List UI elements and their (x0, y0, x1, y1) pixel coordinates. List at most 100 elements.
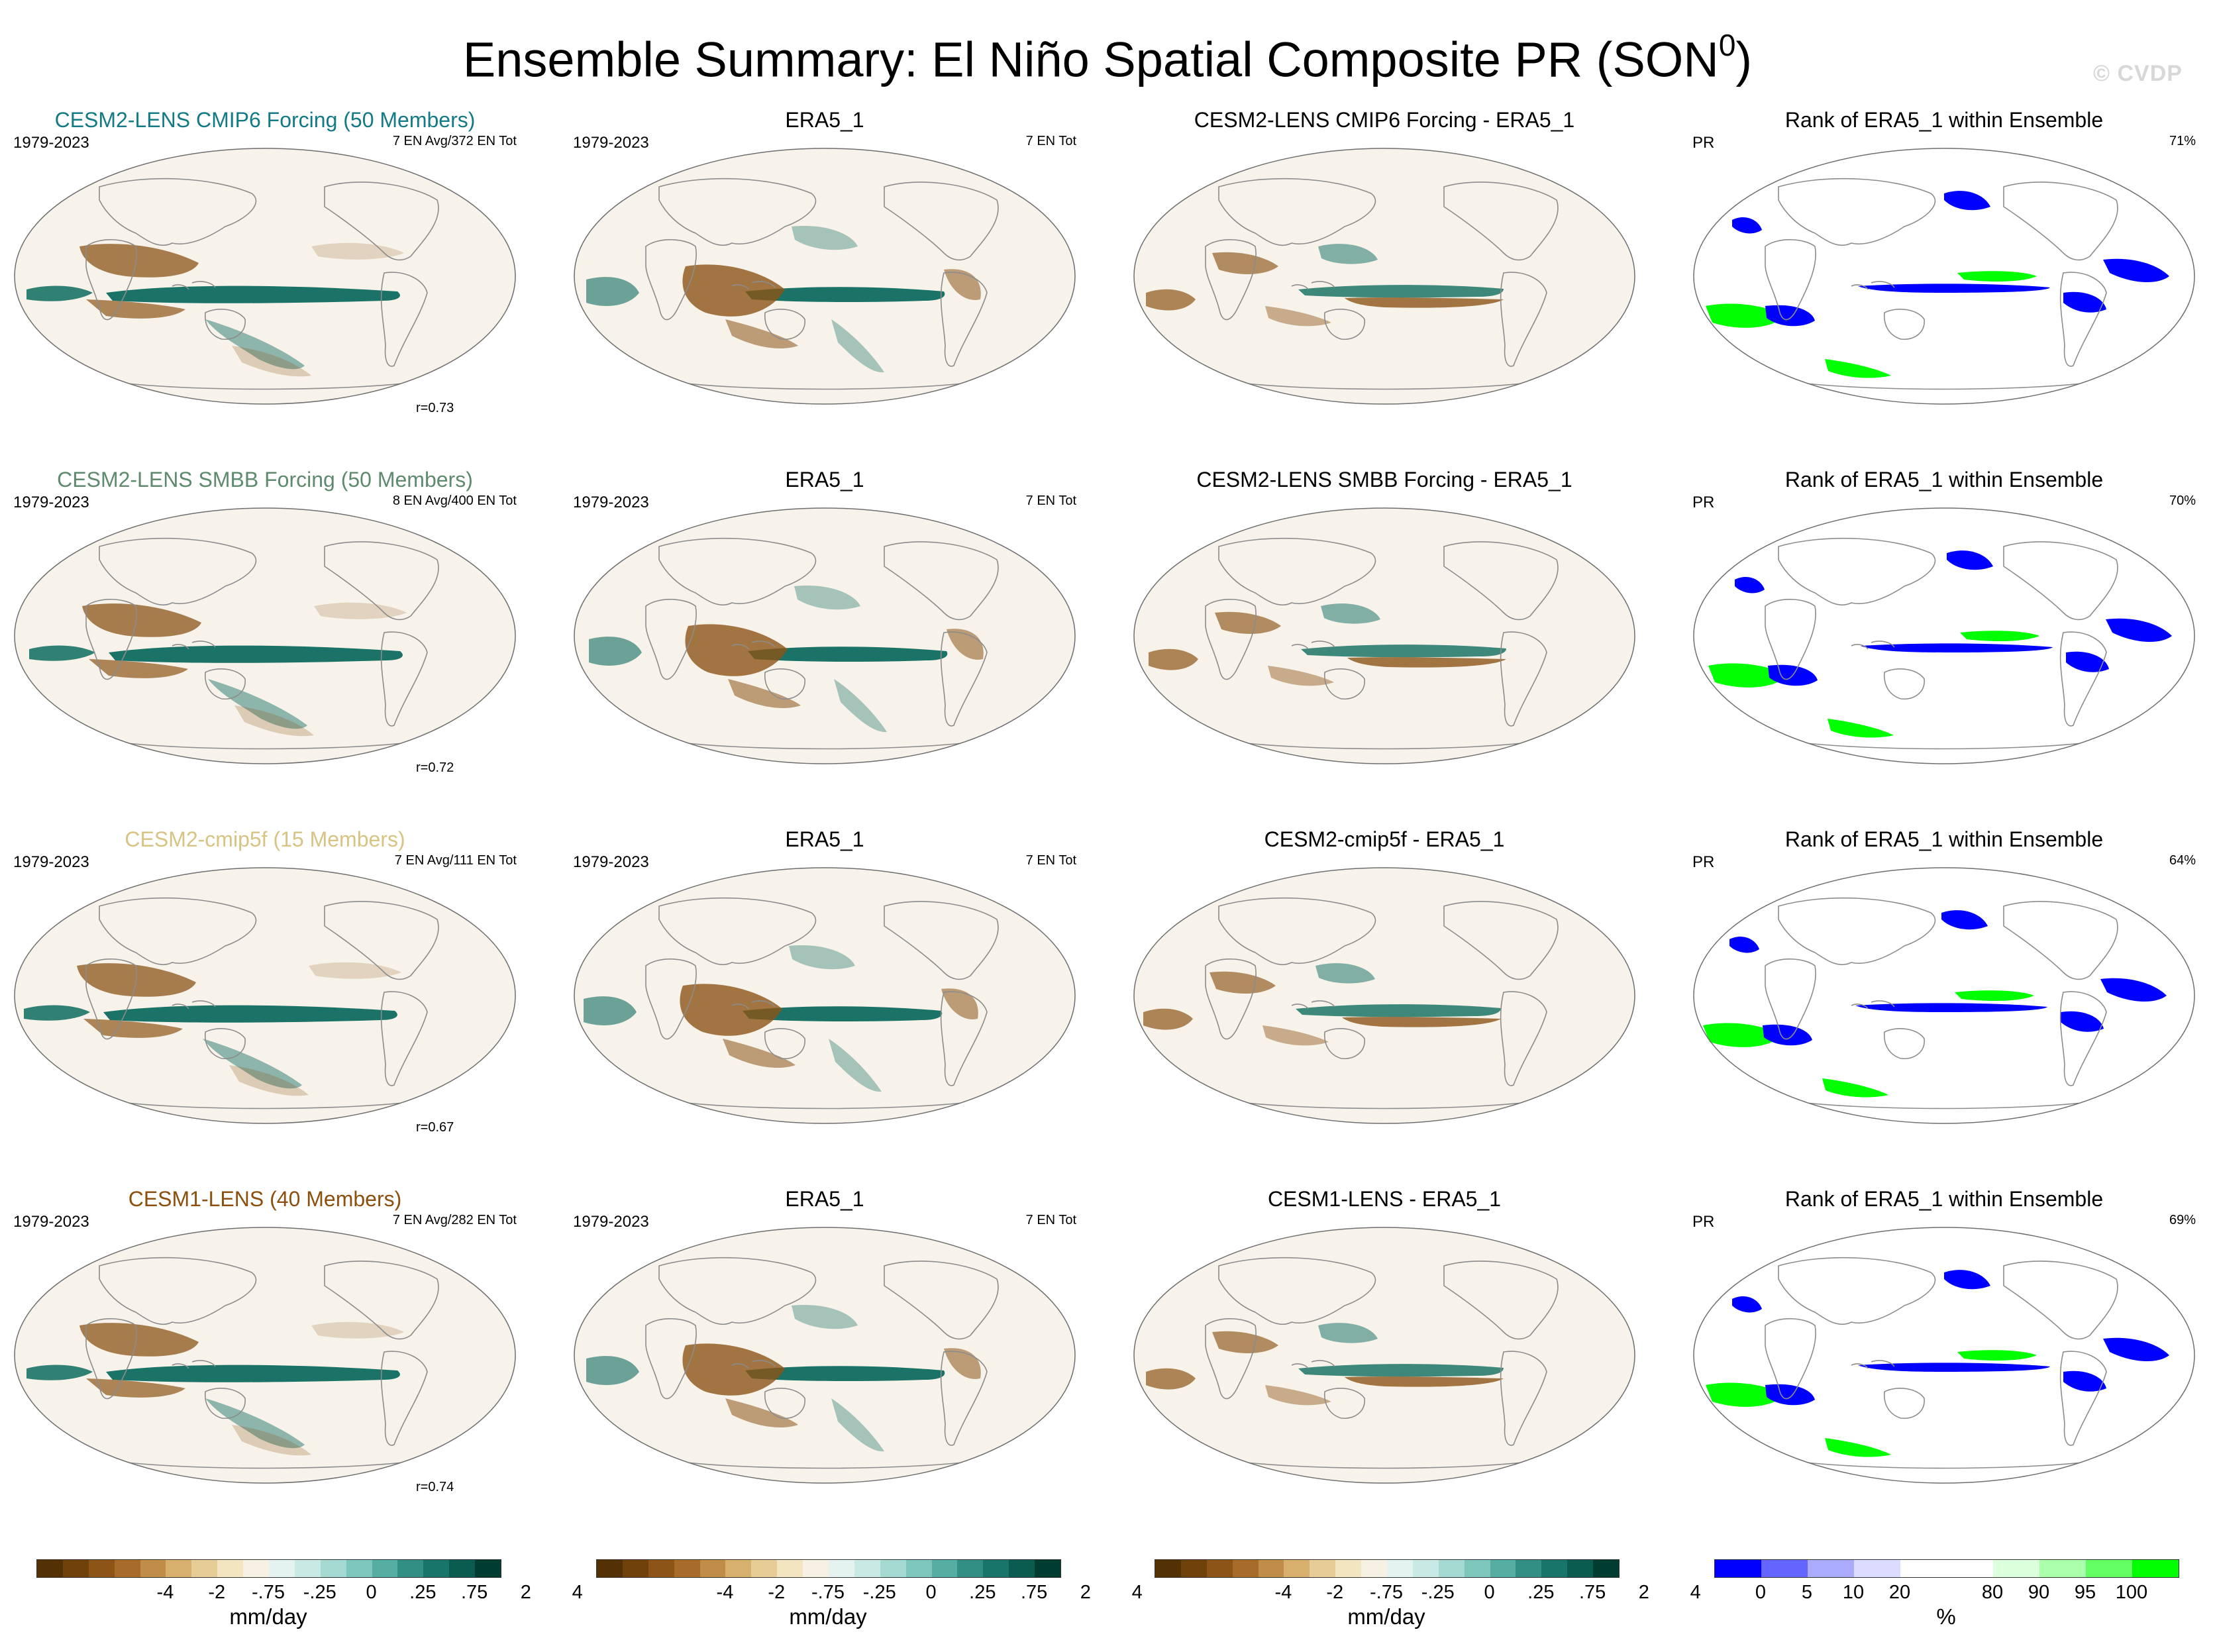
variable-label: PR (1692, 134, 1715, 152)
coast-north-america (1443, 1261, 1559, 1340)
map-border (574, 507, 1076, 764)
colorbar-swatch (1567, 1560, 1594, 1577)
colorbar-tick-label: 100 (2115, 1582, 2148, 1603)
colorbar-swatch (2039, 1560, 2086, 1577)
coast-antarctica (1778, 739, 2110, 750)
anomaly-field (584, 945, 978, 1092)
negative-anomaly-region (941, 988, 978, 1019)
coast-eurasia (99, 897, 257, 966)
el-nino-event-count: 7 EN Tot (1025, 134, 1076, 148)
map-background (574, 508, 1075, 764)
el-nino-event-count: 7 EN Tot (1025, 853, 1076, 868)
positive-anomaly-region (1825, 359, 1891, 378)
positive-anomaly-region (24, 1005, 90, 1021)
map-background (574, 868, 1075, 1123)
coast-africa (1205, 599, 1257, 680)
map-border (1693, 1227, 2195, 1484)
coast-north-america (2003, 901, 2118, 980)
coastlines (1765, 178, 2118, 390)
positive-anomaly-region (584, 996, 637, 1025)
colorbar-diff: -4 -2 -.75 -.25 0 .25 .75 2 4 mm/day (1155, 1559, 1701, 1652)
colorbar-swatch (957, 1560, 984, 1577)
coast-south-america (940, 631, 988, 727)
pattern-correlation: r=0.67 (416, 1120, 454, 1135)
negative-anomaly-region (2061, 1011, 2104, 1032)
negative-anomaly-region (83, 1019, 183, 1038)
colorbar-tick-label: 90 (2028, 1582, 2050, 1603)
positive-anomaly-region (203, 1039, 302, 1089)
panel-title: Rank of ERA5_1 within Ensemble (1784, 468, 2104, 491)
el-nino-event-count: 7 EN Avg/111 EN Tot (394, 853, 517, 868)
colorbar-units: mm/day (229, 1604, 307, 1629)
colorbar-swatch (1947, 1560, 1993, 1577)
colorbar-swatch (1808, 1560, 1854, 1577)
coast-eurasia (1218, 1257, 1376, 1325)
colorbar-tick-label: -4 (156, 1582, 174, 1603)
coast-eurasia (1218, 897, 1376, 966)
coast-eurasia (99, 1257, 257, 1325)
colorbar-swatch (597, 1560, 623, 1577)
colorbar-swatch (880, 1560, 906, 1577)
positive-anomaly-region (792, 226, 858, 250)
negative-anomaly-region (947, 629, 984, 660)
pattern-correlation: r=0.73 (416, 401, 454, 415)
coast-australia (1884, 1028, 1925, 1059)
year-range: 1979-2023 (573, 493, 649, 511)
coastlines (1765, 897, 2118, 1110)
colorbar-swatch (803, 1560, 829, 1577)
panel-diff-row-1: CESM2-LENS CMIP6 Forcing - ERA5_1 (1119, 106, 1649, 464)
negative-anomaly-region (2106, 618, 2172, 643)
coastlines (1765, 1257, 2118, 1469)
panel-obs-row-2: ERA5_1 1979-2023 7 EN Tot (560, 466, 1090, 823)
year-range: 1979-2023 (573, 1213, 649, 1231)
colorbar-tick-label: .75 (460, 1582, 488, 1603)
coast-africa (1765, 958, 1816, 1040)
map-background (15, 1227, 515, 1483)
coast-north-america (1443, 541, 1559, 621)
coast-eurasia (1778, 897, 1936, 966)
coast-australia (1324, 309, 1365, 340)
global-map (1133, 1227, 1635, 1484)
colorbar-tick-label: -.75 (1370, 1582, 1403, 1603)
colorbar-swatch (269, 1560, 295, 1577)
colorbar-tick-label: -.75 (252, 1582, 285, 1603)
positive-anomaly-region (205, 319, 305, 370)
coastlines (1205, 1257, 1559, 1469)
negative-anomaly-region (1345, 1376, 1504, 1387)
panel-title: CESM1-LENS (40 Members) (128, 1187, 402, 1211)
positive-anomaly-region (1822, 1078, 1888, 1098)
anomaly-field (24, 962, 401, 1096)
colorbar-tick-label: -4 (716, 1582, 734, 1603)
positive-anomaly-region (1957, 1350, 2037, 1361)
coast-north-america (884, 1261, 999, 1340)
coast-antarctica (99, 380, 431, 390)
negative-anomaly-region (682, 264, 785, 317)
panel-ensemble-row-4: CESM1-LENS (40 Members) 1979-2023 7 EN Avg… (0, 1185, 530, 1543)
colorbar-swatch (2086, 1560, 2132, 1577)
coast-indonesia (172, 1000, 216, 1009)
colorbar-swatch (88, 1560, 115, 1577)
variable-label: PR (1692, 1213, 1715, 1231)
negative-anomaly-region (1944, 1270, 1990, 1290)
map-border (1133, 148, 1635, 405)
negative-anomaly-region (2103, 1337, 2169, 1362)
colorbar-swatch (1412, 1560, 1439, 1577)
map-background (15, 868, 515, 1123)
coast-south-america (380, 631, 428, 727)
panel-title: CESM2-LENS CMIP6 Forcing (50 Members) (54, 108, 476, 132)
positive-anomaly-region (1296, 1004, 1501, 1017)
positive-anomaly-region (589, 637, 642, 666)
coast-africa (645, 1318, 697, 1400)
coast-indonesia (1291, 1000, 1335, 1009)
coast-australia (205, 668, 246, 699)
colorbar-swatch (423, 1560, 450, 1577)
panel-rank-row-3: Rank of ERA5_1 within Ensemble PR 64% (1679, 825, 2209, 1183)
coast-indonesia (172, 1360, 216, 1369)
global-map (574, 507, 1076, 764)
colorbar-tick-label: 80 (1981, 1582, 2004, 1603)
rank-percent: 64% (2169, 853, 2196, 868)
negative-anomaly-region (725, 1398, 798, 1428)
negative-anomaly-region (2063, 291, 2106, 313)
negative-anomaly-region (1729, 936, 1759, 953)
coast-south-america (2059, 1351, 2107, 1446)
